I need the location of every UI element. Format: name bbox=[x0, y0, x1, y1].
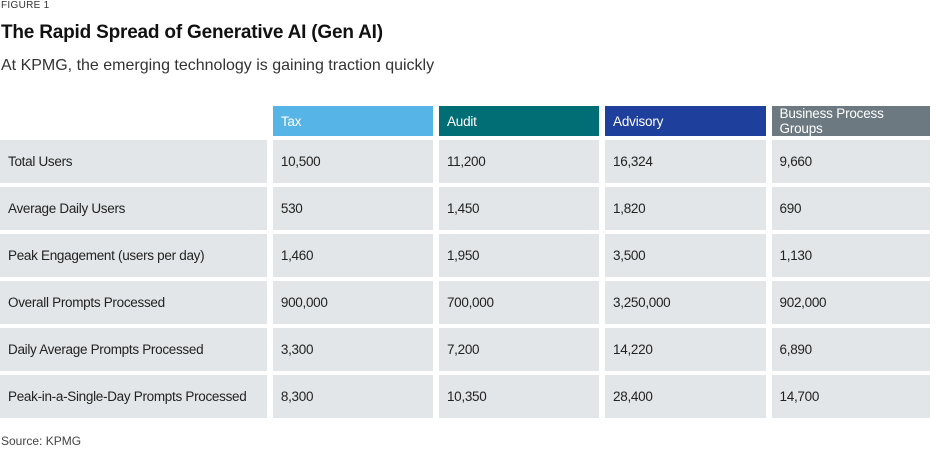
figure-label: FIGURE 1 bbox=[1, 0, 50, 11]
table-cell: 1,460 bbox=[272, 234, 433, 277]
source-note: Source: KPMG bbox=[1, 434, 82, 448]
row-label: Peak Engagement (users per day) bbox=[0, 234, 267, 277]
column-header-business-process-groups: Business Process Groups bbox=[771, 106, 930, 136]
table-cell: 28,400 bbox=[605, 375, 766, 418]
table-cell: 530 bbox=[272, 187, 433, 230]
table-cell: 6,890 bbox=[771, 328, 930, 371]
table-cell: 9,660 bbox=[771, 140, 930, 183]
table-cell: 1,950 bbox=[438, 234, 600, 277]
table-cell: 1,130 bbox=[771, 234, 930, 277]
table-cell: 1,450 bbox=[438, 187, 600, 230]
table-cell: 690 bbox=[771, 187, 930, 230]
table-header-blank bbox=[0, 106, 267, 136]
figure-subtitle: At KPMG, the emerging technology is gain… bbox=[1, 57, 435, 74]
table-cell: 16,324 bbox=[605, 140, 766, 183]
figure-title: The Rapid Spread of Generative AI (Gen A… bbox=[1, 22, 383, 43]
row-label: Peak-in-a-Single-Day Prompts Processed bbox=[0, 375, 267, 418]
table-cell: 11,200 bbox=[438, 140, 600, 183]
table-row: Average Daily Users 530 1,450 1,820 690 bbox=[0, 187, 930, 230]
table-cell: 10,500 bbox=[272, 140, 433, 183]
table-cell: 3,250,000 bbox=[605, 281, 766, 324]
table-cell: 14,220 bbox=[605, 328, 766, 371]
table-cell: 14,700 bbox=[771, 375, 930, 418]
row-label: Average Daily Users bbox=[0, 187, 267, 230]
table-header-row: Tax Audit Advisory Business Process Grou… bbox=[0, 106, 930, 136]
table-cell: 7,200 bbox=[438, 328, 600, 371]
row-label: Daily Average Prompts Processed bbox=[0, 328, 267, 371]
data-table: Tax Audit Advisory Business Process Grou… bbox=[0, 102, 936, 422]
table-cell: 10,350 bbox=[438, 375, 600, 418]
table-cell: 3,300 bbox=[272, 328, 433, 371]
column-header-audit: Audit bbox=[438, 106, 600, 136]
row-label: Overall Prompts Processed bbox=[0, 281, 267, 324]
row-label: Total Users bbox=[0, 140, 267, 183]
table-cell: 1,820 bbox=[605, 187, 766, 230]
table-cell: 8,300 bbox=[272, 375, 433, 418]
column-header-tax: Tax bbox=[272, 106, 433, 136]
table-row: Peak Engagement (users per day) 1,460 1,… bbox=[0, 234, 930, 277]
column-header-advisory: Advisory bbox=[605, 106, 766, 136]
table-row: Peak-in-a-Single-Day Prompts Processed 8… bbox=[0, 375, 930, 418]
table-cell: 900,000 bbox=[272, 281, 433, 324]
table-row: Overall Prompts Processed 900,000 700,00… bbox=[0, 281, 930, 324]
table-cell: 3,500 bbox=[605, 234, 766, 277]
table-row: Daily Average Prompts Processed 3,300 7,… bbox=[0, 328, 930, 371]
table-cell: 700,000 bbox=[438, 281, 600, 324]
table-row: Total Users 10,500 11,200 16,324 9,660 bbox=[0, 140, 930, 183]
table-cell: 902,000 bbox=[771, 281, 930, 324]
